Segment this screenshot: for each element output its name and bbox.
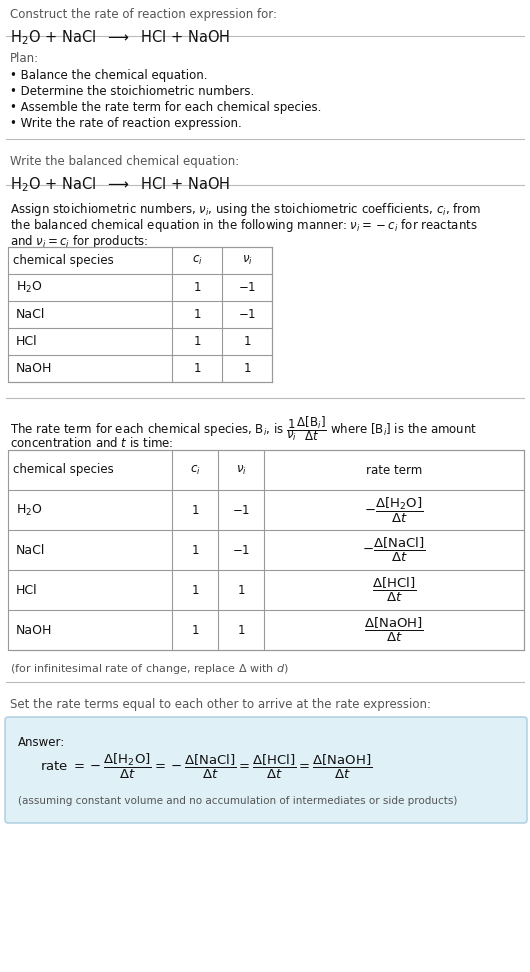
Text: $c_i$: $c_i$ <box>192 254 202 267</box>
Text: $\mathregular{H_2O}$ + NaCl  $\longrightarrow$  HCl + NaOH: $\mathregular{H_2O}$ + NaCl $\longrighta… <box>10 28 231 47</box>
Text: the balanced chemical equation in the following manner: $\nu_i = -c_i$ for react: the balanced chemical equation in the fo… <box>10 217 478 234</box>
Text: • Assemble the rate term for each chemical species.: • Assemble the rate term for each chemic… <box>10 101 321 114</box>
Text: $\dfrac{\Delta[\mathrm{HCl}]}{\Delta t}$: $\dfrac{\Delta[\mathrm{HCl}]}{\Delta t}$ <box>372 576 416 604</box>
Text: concentration and $t$ is time:: concentration and $t$ is time: <box>10 436 174 450</box>
Text: • Balance the chemical equation.: • Balance the chemical equation. <box>10 69 208 82</box>
Text: 1: 1 <box>243 335 251 348</box>
Text: (for infinitesimal rate of change, replace $\Delta$ with $d$): (for infinitesimal rate of change, repla… <box>10 662 289 676</box>
Text: Construct the rate of reaction expression for:: Construct the rate of reaction expressio… <box>10 8 277 21</box>
Text: 1: 1 <box>191 583 199 597</box>
Text: 1: 1 <box>193 362 201 375</box>
Text: $-1$: $-1$ <box>232 543 250 557</box>
Text: chemical species: chemical species <box>13 464 114 476</box>
Text: 1: 1 <box>193 308 201 321</box>
Text: Assign stoichiometric numbers, $\nu_i$, using the stoichiometric coefficients, $: Assign stoichiometric numbers, $\nu_i$, … <box>10 201 481 218</box>
Text: chemical species: chemical species <box>13 254 114 267</box>
Text: $-1$: $-1$ <box>232 503 250 516</box>
Text: 1: 1 <box>237 623 245 637</box>
Text: $\mathregular{H_2O}$: $\mathregular{H_2O}$ <box>16 503 42 517</box>
Text: and $\nu_i = c_i$ for products:: and $\nu_i = c_i$ for products: <box>10 233 148 250</box>
Text: $\mathregular{H_2O}$ + NaCl  $\longrightarrow$  HCl + NaOH: $\mathregular{H_2O}$ + NaCl $\longrighta… <box>10 175 231 193</box>
Text: $-1$: $-1$ <box>238 281 256 294</box>
Text: Set the rate terms equal to each other to arrive at the rate expression:: Set the rate terms equal to each other t… <box>10 698 431 711</box>
Text: NaOH: NaOH <box>16 362 52 375</box>
Text: $\nu_i$: $\nu_i$ <box>242 254 252 267</box>
Bar <box>8 450 524 650</box>
Text: 1: 1 <box>191 543 199 557</box>
FancyBboxPatch shape <box>5 717 527 823</box>
Bar <box>8 247 272 382</box>
Text: 1: 1 <box>191 623 199 637</box>
Text: • Determine the stoichiometric numbers.: • Determine the stoichiometric numbers. <box>10 85 254 98</box>
Text: HCl: HCl <box>16 583 38 597</box>
Text: 1: 1 <box>191 503 199 516</box>
Text: Write the balanced chemical equation:: Write the balanced chemical equation: <box>10 155 239 168</box>
Text: (assuming constant volume and no accumulation of intermediates or side products): (assuming constant volume and no accumul… <box>18 796 457 806</box>
Text: Answer:: Answer: <box>18 736 65 749</box>
Text: The rate term for each chemical species, B$_i$, is $\dfrac{1}{\nu_i}\dfrac{\Delt: The rate term for each chemical species,… <box>10 414 477 443</box>
Text: 1: 1 <box>243 362 251 375</box>
Text: $\nu_i$: $\nu_i$ <box>236 464 246 476</box>
Text: $-1$: $-1$ <box>238 308 256 321</box>
Text: 1: 1 <box>193 335 201 348</box>
Text: • Write the rate of reaction expression.: • Write the rate of reaction expression. <box>10 117 242 130</box>
Text: $\mathregular{H_2O}$: $\mathregular{H_2O}$ <box>16 280 42 295</box>
Text: rate term: rate term <box>366 464 422 476</box>
Text: NaCl: NaCl <box>16 308 46 321</box>
Text: HCl: HCl <box>16 335 38 348</box>
Text: $\dfrac{\Delta[\mathrm{NaOH}]}{\Delta t}$: $\dfrac{\Delta[\mathrm{NaOH}]}{\Delta t}… <box>364 616 424 644</box>
Text: NaCl: NaCl <box>16 543 46 557</box>
Text: 1: 1 <box>193 281 201 294</box>
Text: Plan:: Plan: <box>10 52 39 65</box>
Text: NaOH: NaOH <box>16 623 52 637</box>
Text: rate $= -\dfrac{\Delta[\mathrm{H_2O}]}{\Delta t} = -\dfrac{\Delta[\mathrm{NaCl}]: rate $= -\dfrac{\Delta[\mathrm{H_2O}]}{\… <box>40 751 372 781</box>
Text: 1: 1 <box>237 583 245 597</box>
Text: $-\dfrac{\Delta[\mathrm{NaCl}]}{\Delta t}$: $-\dfrac{\Delta[\mathrm{NaCl}]}{\Delta t… <box>363 536 426 564</box>
Text: $c_i$: $c_i$ <box>190 464 200 476</box>
Text: $-\dfrac{\Delta[\mathrm{H_2O}]}{\Delta t}$: $-\dfrac{\Delta[\mathrm{H_2O}]}{\Delta t… <box>364 496 423 525</box>
